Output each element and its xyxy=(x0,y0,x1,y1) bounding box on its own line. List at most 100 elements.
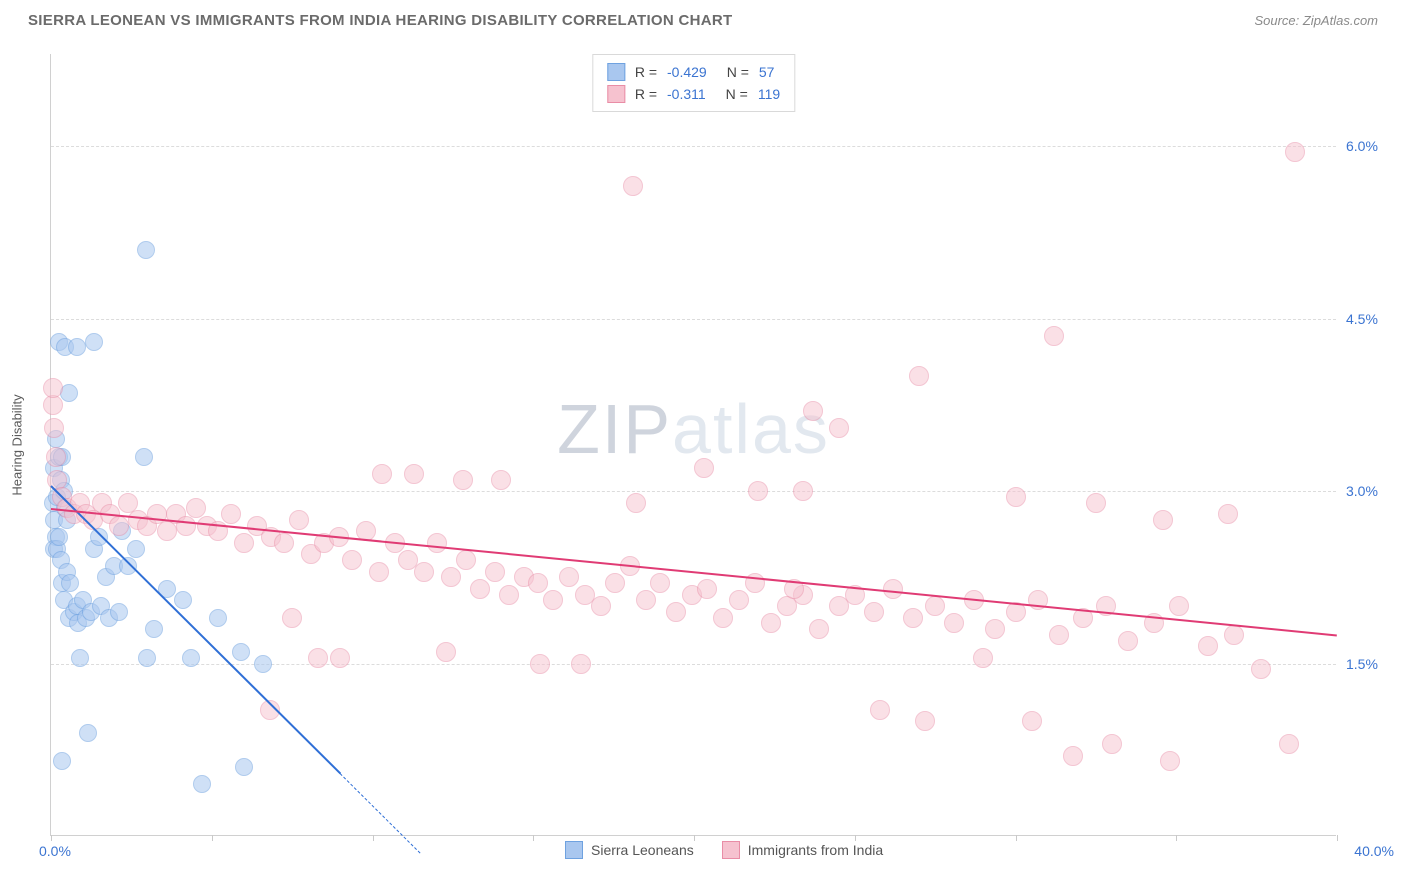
x-tick xyxy=(212,835,213,841)
data-point xyxy=(729,590,749,610)
data-point xyxy=(1044,326,1064,346)
data-point xyxy=(235,758,253,776)
watermark: ZIPatlas xyxy=(557,389,830,469)
data-point xyxy=(973,648,993,668)
data-point xyxy=(571,654,591,674)
data-point xyxy=(308,648,328,668)
x-axis-max: 40.0% xyxy=(1354,843,1394,859)
y-tick-label: 4.5% xyxy=(1346,311,1394,327)
source-label: Source: ZipAtlas.com xyxy=(1254,13,1378,28)
data-point xyxy=(809,619,829,639)
data-point xyxy=(43,378,63,398)
data-point xyxy=(369,562,389,582)
data-point xyxy=(145,620,163,638)
data-point xyxy=(1224,625,1244,645)
correlation-legend: R = -0.429 N = 57R =-0.311N =119 xyxy=(592,54,795,112)
data-point xyxy=(174,591,192,609)
y-tick-label: 3.0% xyxy=(1346,483,1394,499)
data-point xyxy=(870,700,890,720)
legend-n-label: N = xyxy=(727,61,749,83)
data-point xyxy=(193,775,211,793)
gridline xyxy=(51,664,1336,665)
legend-r-label: R = xyxy=(635,83,657,105)
data-point xyxy=(342,550,362,570)
data-point xyxy=(636,590,656,610)
trend-line xyxy=(51,508,1337,636)
data-point xyxy=(1118,631,1138,651)
x-tick xyxy=(373,835,374,841)
legend-item: Sierra Leoneans xyxy=(565,841,694,859)
data-point xyxy=(591,596,611,616)
data-point xyxy=(944,613,964,633)
data-point xyxy=(176,516,196,536)
scatter-chart: ZIPatlas Hearing Disability R =-0.429N =… xyxy=(50,54,1336,836)
gridline xyxy=(51,319,1336,320)
data-point xyxy=(209,609,227,627)
data-point xyxy=(915,711,935,731)
data-point xyxy=(182,649,200,667)
data-point xyxy=(71,649,89,667)
data-point xyxy=(221,504,241,524)
data-point xyxy=(1251,659,1271,679)
data-point xyxy=(491,470,511,490)
data-point xyxy=(623,176,643,196)
data-point xyxy=(110,603,128,621)
data-point xyxy=(543,590,563,610)
data-point xyxy=(135,448,153,466)
legend-series-name: Immigrants from India xyxy=(748,842,883,858)
data-point xyxy=(441,567,461,587)
data-point xyxy=(254,655,272,673)
legend-row: R =-0.429N =57 xyxy=(607,61,780,83)
data-point xyxy=(470,579,490,599)
y-axis-label: Hearing Disability xyxy=(10,394,25,495)
data-point xyxy=(1086,493,1106,513)
legend-r-value: -0.429 xyxy=(667,61,707,83)
data-point xyxy=(909,366,929,386)
data-point xyxy=(1063,746,1083,766)
data-point xyxy=(748,481,768,501)
data-point xyxy=(829,418,849,438)
data-point xyxy=(404,464,424,484)
legend-n-value: 57 xyxy=(759,61,775,83)
legend-swatch xyxy=(565,841,583,859)
data-point xyxy=(666,602,686,622)
data-point xyxy=(68,338,86,356)
data-point xyxy=(456,550,476,570)
data-point xyxy=(137,241,155,259)
data-point xyxy=(90,528,108,546)
data-point xyxy=(427,533,447,553)
data-point xyxy=(372,464,392,484)
data-point xyxy=(282,608,302,628)
data-point xyxy=(46,447,66,467)
x-tick xyxy=(1016,835,1017,841)
legend-row: R =-0.311N =119 xyxy=(607,83,780,105)
series-legend: Sierra Leoneans Immigrants from India xyxy=(565,841,883,859)
legend-series-name: Sierra Leoneans xyxy=(591,842,694,858)
data-point xyxy=(1279,734,1299,754)
data-point xyxy=(1218,504,1238,524)
data-point xyxy=(761,613,781,633)
data-point xyxy=(127,540,145,558)
data-point xyxy=(234,533,254,553)
x-tick xyxy=(533,835,534,841)
data-point xyxy=(44,418,64,438)
x-tick xyxy=(694,835,695,841)
trend-line xyxy=(340,773,421,854)
data-point xyxy=(232,643,250,661)
y-tick-label: 1.5% xyxy=(1346,656,1394,672)
data-point xyxy=(1198,636,1218,656)
data-point xyxy=(50,528,68,546)
data-point xyxy=(436,642,456,662)
data-point xyxy=(414,562,434,582)
legend-swatch xyxy=(607,63,625,81)
data-point xyxy=(1022,711,1042,731)
legend-item: Immigrants from India xyxy=(722,841,883,859)
y-tick-label: 6.0% xyxy=(1346,138,1394,154)
x-tick xyxy=(1176,835,1177,841)
data-point xyxy=(79,724,97,742)
data-point xyxy=(85,333,103,351)
legend-swatch xyxy=(722,841,740,859)
data-point xyxy=(864,602,884,622)
data-point xyxy=(43,395,63,415)
data-point xyxy=(274,533,294,553)
